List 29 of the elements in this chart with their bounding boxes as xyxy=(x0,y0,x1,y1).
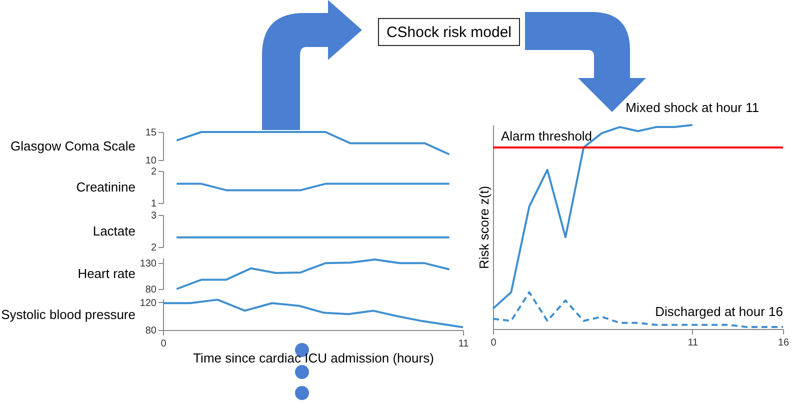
ref-line-label: Alarm threshold xyxy=(501,128,592,144)
x-tick-label: 0 xyxy=(490,338,497,348)
y-axis-title: Glasgow Coma Scale xyxy=(10,138,136,154)
y-tick-label: 2 xyxy=(150,166,157,178)
y-tick-label: 80 xyxy=(145,326,157,336)
y-tick-label: 15 xyxy=(145,128,157,138)
y-tick-label: 130 xyxy=(140,258,157,270)
text: CShock risk model xyxy=(378,18,520,46)
y-axis-title: Lactate xyxy=(92,224,136,238)
x-tick-label: 11 xyxy=(688,338,698,348)
y-axis-title: Risk score z(t) xyxy=(476,186,492,270)
x-axis-title: Time since cardiac ICU admission (hours) xyxy=(193,350,434,366)
y-tick-label: 120 xyxy=(140,298,157,309)
y-axis-title: Heart rate xyxy=(78,266,136,281)
annotation: Discharged at hour 16 xyxy=(655,304,783,319)
y-tick-label: 10 xyxy=(145,156,157,166)
x-tick-label: 0 xyxy=(160,338,167,350)
x-tick-label: 11 xyxy=(458,338,470,350)
annotation: Mixed shock at hour 11 xyxy=(626,100,760,115)
y-axis-title: Systolic blood pressure xyxy=(1,307,136,322)
y-tick-label: 80 xyxy=(145,284,157,296)
line-series xyxy=(176,258,450,290)
y-tick-label: 3 xyxy=(150,210,157,222)
y-tick-label: 2 xyxy=(150,242,157,254)
x-tick-label: 16 xyxy=(778,338,790,348)
line-series xyxy=(176,131,450,156)
line-series xyxy=(162,298,464,328)
y-axis-title: Creatinine xyxy=(76,180,136,194)
y-tick-label: 1 xyxy=(150,198,157,210)
